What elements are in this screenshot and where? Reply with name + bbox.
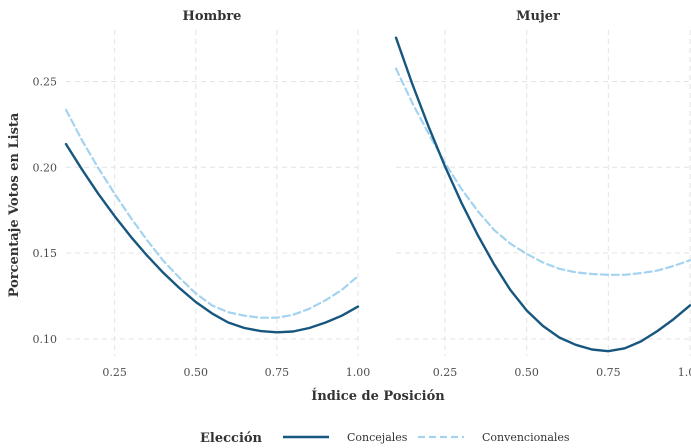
panel-hombre-lines [64, 108, 360, 334]
panel-title-hombre: Hombre [183, 9, 242, 24]
legend: Elección Concejales Convencionales [200, 431, 570, 446]
x-tick-label: 1.00 [678, 366, 691, 379]
x-tick-label: 1.00 [346, 366, 371, 379]
y-tick-label: 0.25 [33, 75, 58, 88]
x-tick-label: 0.50 [514, 366, 539, 379]
legend-label-convencionales: Convencionales [482, 431, 570, 444]
y-axis-title: Porcentaje Votos en Lista [7, 112, 22, 297]
legend-title: Elección [200, 431, 263, 446]
y-tick-label: 0.20 [33, 161, 58, 174]
y-axis-ticks: 0.10 0.15 0.20 0.25 [33, 75, 58, 345]
panel-mujer-x-ticks: 0.25 0.50 0.75 1.00 [433, 366, 691, 379]
panel-mujer-grid [396, 30, 691, 356]
panel-hombre: Hombre 0.25 0.50 0.75 1.00 [64, 9, 370, 379]
series-line-convencionales [394, 67, 691, 276]
x-tick-label: 0.75 [265, 366, 290, 379]
legend-label-concejales: Concejales [347, 431, 408, 444]
x-tick-label: 0.25 [102, 366, 127, 379]
x-tick-label: 0.25 [433, 366, 458, 379]
panel-hombre-x-ticks: 0.25 0.50 0.75 1.00 [102, 366, 370, 379]
y-tick-label: 0.10 [33, 333, 58, 346]
x-axis-title: Índice de Posición [311, 388, 445, 404]
panel-title-mujer: Mujer [516, 9, 560, 24]
series-line-concejales [64, 142, 360, 334]
x-tick-label: 0.50 [184, 366, 209, 379]
series-line-concejales [394, 36, 691, 353]
x-tick-label: 0.75 [596, 366, 621, 379]
panel-hombre-grid [66, 30, 359, 356]
y-tick-label: 0.15 [33, 247, 58, 260]
panel-mujer-lines [394, 36, 691, 353]
series-line-convencionales [64, 108, 360, 319]
panel-mujer: Mujer 0.25 0.50 0.75 1.00 [394, 9, 691, 379]
